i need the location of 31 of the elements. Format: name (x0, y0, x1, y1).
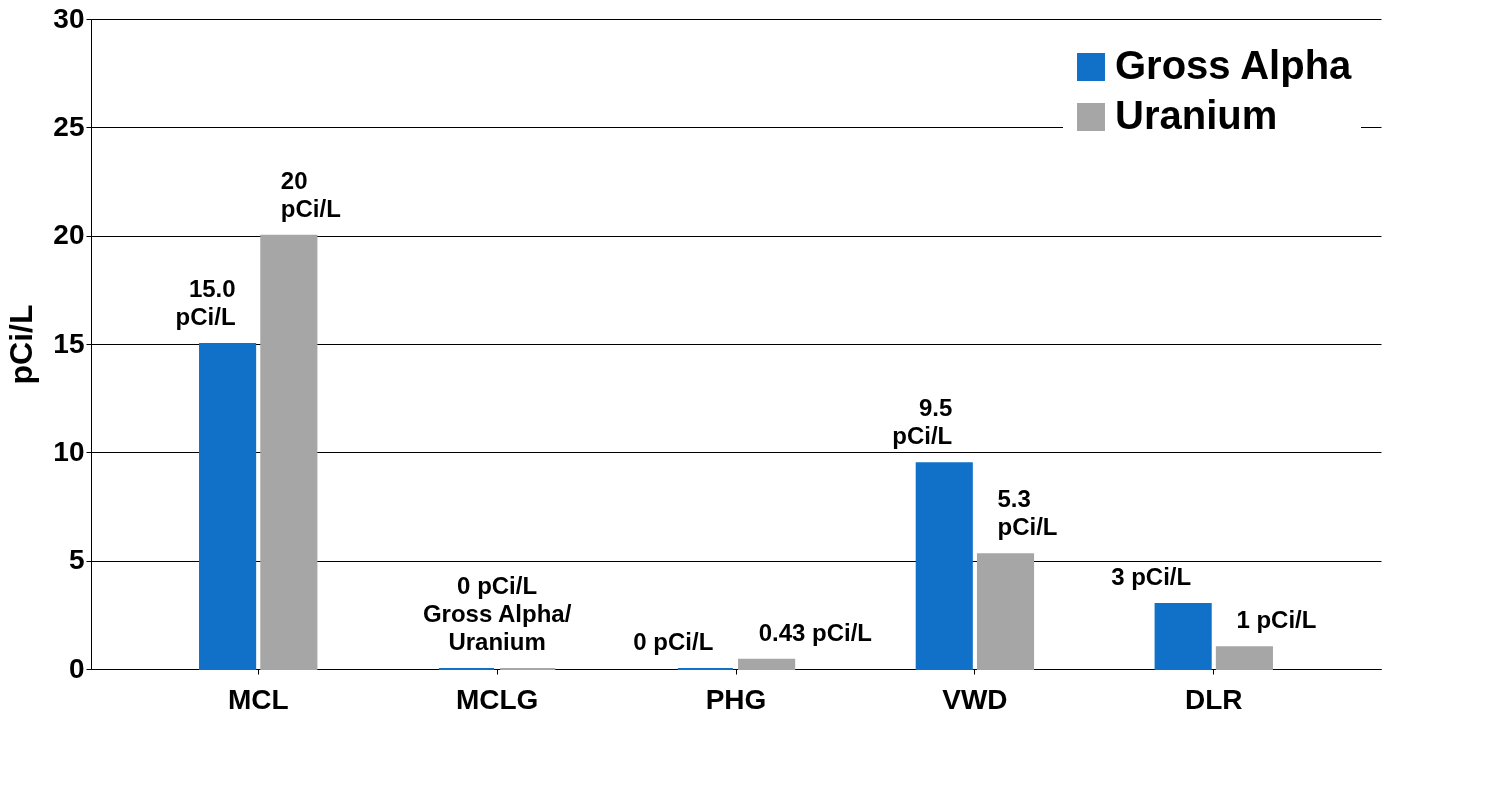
bar (1215, 646, 1273, 670)
y-tick-label: 30 (53, 2, 85, 34)
x-tick-label: VWD (942, 683, 1008, 715)
bar (199, 343, 257, 670)
y-tick-label: 15 (53, 327, 85, 359)
data-label: 20 pCi/L (280, 166, 341, 222)
y-tick-label: 0 (68, 652, 85, 684)
data-label: 0 pCi/L Gross Alpha/ Uranium (422, 572, 572, 655)
x-tick-label: DLR (1185, 683, 1243, 715)
bar (1154, 603, 1212, 670)
y-tick-label: 20 (53, 219, 85, 251)
y-tick-label: 10 (53, 435, 85, 467)
data-label: 0.43 pCi/L (758, 618, 872, 646)
data-label: 15.0 pCi/L (175, 275, 236, 330)
data-label: 5.3 pCi/L (997, 485, 1058, 541)
x-tick-label: MCLG (455, 683, 539, 715)
data-label: 0 pCi/L (633, 628, 714, 655)
bar (260, 234, 318, 670)
data-label: 9.5 pCi/L (892, 394, 953, 450)
bar (976, 553, 1035, 670)
y-axis-title: pCi/L (3, 304, 40, 385)
y-tick-label: 25 (53, 110, 85, 142)
legend-label: Gross Alpha (1115, 43, 1353, 87)
y-tick-label: 5 (68, 544, 85, 576)
data-label: 1 pCi/L (1236, 606, 1317, 634)
legend-label: Uranium (1115, 93, 1278, 137)
bar (738, 658, 796, 670)
x-tick-label: MCL (227, 683, 289, 715)
x-tick-label: PHG (705, 683, 767, 715)
bar (915, 462, 973, 670)
data-label: 3 pCi/L (1111, 563, 1192, 590)
